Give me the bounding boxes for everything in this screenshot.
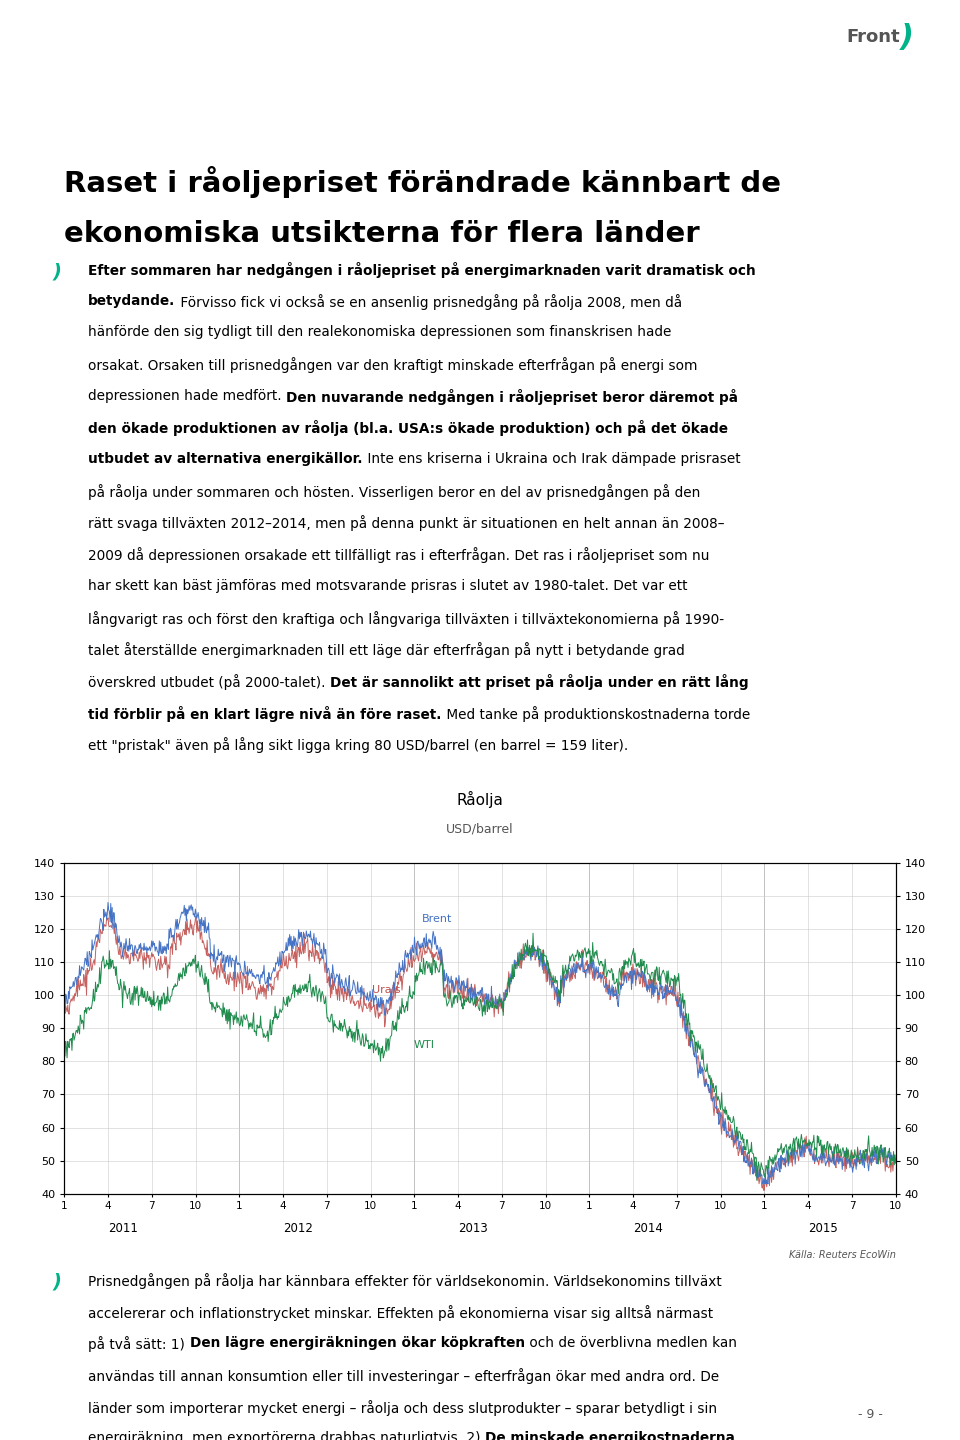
Text: Inte ens kriserna i Ukraina och Irak dämpade prisraset: Inte ens kriserna i Ukraina och Irak däm… (363, 452, 740, 467)
Text: ): ) (53, 1273, 61, 1292)
Text: ett "pristak" även på lång sikt ligga kring 80 USD/barrel (en barrel = 159 liter: ett "pristak" även på lång sikt ligga kr… (88, 737, 629, 753)
Text: har skett kan bäst jämföras med motsvarande prisras i slutet av 1980-talet. Det : har skett kan bäst jämföras med motsvara… (88, 579, 687, 593)
Text: Det är sannolikt att priset på råolja under en rätt lång: Det är sannolikt att priset på råolja un… (330, 674, 749, 690)
Text: på två sätt: 1): på två sätt: 1) (88, 1336, 189, 1352)
Text: rätt svaga tillväxten 2012–2014, men på denna punkt är situationen en helt annan: rätt svaga tillväxten 2012–2014, men på … (88, 516, 725, 531)
Text: långvarigt ras och först den kraftiga och långvariga tillväxten i tillväxtekonom: långvarigt ras och först den kraftiga oc… (88, 611, 725, 626)
Text: ): ) (53, 262, 61, 281)
Text: 2015: 2015 (808, 1223, 838, 1236)
Text: Med tanke på produktionskostnaderna torde: Med tanke på produktionskostnaderna tord… (442, 706, 750, 721)
Text: Prisnedgången på råolja har kännbara effekter för världsekonomin. Världsekonomin: Prisnedgången på råolja har kännbara eff… (88, 1273, 722, 1289)
Text: Förvisso fick vi också se en ansenlig prisnedgång på råolja 2008, men då: Förvisso fick vi också se en ansenlig pr… (176, 294, 682, 310)
Text: den ökade produktionen av råolja (bl.a. USA:s ökade produktion) och på det ökade: den ökade produktionen av råolja (bl.a. … (88, 420, 729, 436)
Text: Urals: Urals (372, 985, 400, 995)
Text: Råolja: Råolja (457, 791, 503, 808)
Text: Den nuvarande nedgången i råoljepriset beror däremot på: Den nuvarande nedgången i råoljepriset b… (286, 389, 738, 405)
Text: tid förblir på en klart lägre nivå än före raset.: tid förblir på en klart lägre nivå än fö… (88, 706, 442, 721)
Text: De minskade energikostnaderna: De minskade energikostnaderna (485, 1431, 735, 1440)
Text: depressionen hade medfört.: depressionen hade medfört. (88, 389, 286, 403)
Text: WTI: WTI (414, 1040, 435, 1050)
Text: användas till annan konsumtion eller till investeringar – efterfrågan ökar med a: användas till annan konsumtion eller til… (88, 1368, 719, 1384)
Text: orsakat. Orsaken till prisnedgången var den kraftigt minskade efterfrågan på ene: orsakat. Orsaken till prisnedgången var … (88, 357, 698, 373)
Text: 2014: 2014 (633, 1223, 662, 1236)
Text: Efter sommaren har nedgången i råoljepriset på energimarknaden varit dramatisk o: Efter sommaren har nedgången i råoljepri… (88, 262, 756, 278)
Text: 2013: 2013 (458, 1223, 488, 1236)
Text: på råolja under sommaren och hösten. Visserligen beror en del av prisnedgången p: på råolja under sommaren och hösten. Vis… (88, 484, 701, 500)
Text: accelererar och inflationstrycket minskar. Effekten på ekonomierna visar sig all: accelererar och inflationstrycket minska… (88, 1305, 713, 1320)
Text: ): ) (900, 23, 914, 52)
Text: betydande.: betydande. (88, 294, 176, 308)
Text: 2011: 2011 (108, 1223, 137, 1236)
Text: 2009 då depressionen orsakade ett tillfälligt ras i efterfrågan. Det ras i råolj: 2009 då depressionen orsakade ett tillfä… (88, 547, 709, 563)
Text: Brent: Brent (422, 914, 452, 924)
Text: Källa: Reuters EcoWin: Källa: Reuters EcoWin (789, 1250, 896, 1260)
Text: ekonomiska utsikterna för flera länder: ekonomiska utsikterna för flera länder (64, 220, 700, 248)
Text: och de överblivna medlen kan: och de överblivna medlen kan (525, 1336, 736, 1351)
Text: energiräkning, men exportörerna drabbas naturligtvis. 2): energiräkning, men exportörerna drabbas … (88, 1431, 485, 1440)
Text: Front: Front (847, 29, 900, 46)
Text: Raset i råoljepriset förändrade kännbart de: Raset i råoljepriset förändrade kännbart… (64, 166, 781, 197)
Text: länder som importerar mycket energi – råolja och dess slutprodukter – sparar bet: länder som importerar mycket energi – rå… (88, 1400, 717, 1416)
Text: 2012: 2012 (283, 1223, 313, 1236)
Text: Den lägre energiräkningen ökar köpkraften: Den lägre energiräkningen ökar köpkrafte… (189, 1336, 525, 1351)
Text: - 9 -: - 9 - (858, 1407, 883, 1421)
Text: utbudet av alternativa energikällor.: utbudet av alternativa energikällor. (88, 452, 363, 467)
Text: talet återställde energimarknaden till ett läge där efterfrågan på nytt i betyda: talet återställde energimarknaden till e… (88, 642, 685, 658)
Text: hänförde den sig tydligt till den realekonomiska depressionen som finanskrisen h: hänförde den sig tydligt till den realek… (88, 325, 672, 340)
Text: överskred utbudet (på 2000-talet).: överskred utbudet (på 2000-talet). (88, 674, 330, 690)
Text: USD/barrel: USD/barrel (446, 822, 514, 835)
